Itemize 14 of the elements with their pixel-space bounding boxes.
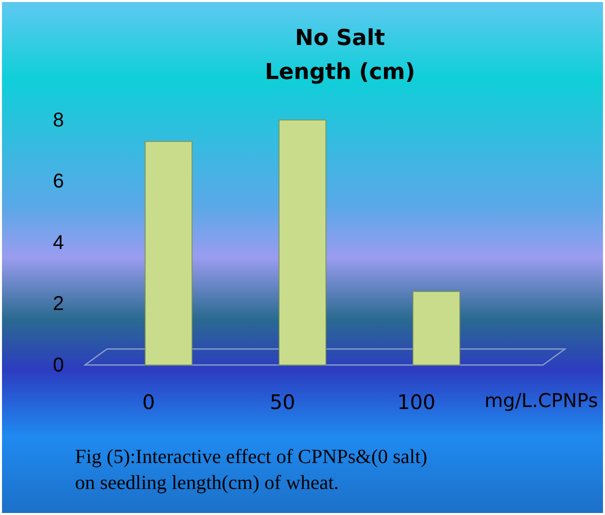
y-tick-label: 8 (52, 109, 64, 132)
x-tick-label: 0 (142, 390, 155, 414)
y-tick-label: 4 (52, 232, 64, 254)
bar (412, 291, 460, 366)
bar (144, 141, 192, 366)
x-axis-title: mg/L.CPNPs (484, 390, 598, 412)
x-tick-label: 100 (397, 390, 436, 414)
bar (278, 120, 326, 366)
chart-title: No Salt Length (cm) (264, 26, 416, 85)
y-tick-label: 0 (52, 354, 64, 376)
y-tick-label: 2 (52, 293, 64, 316)
x-tick-label: 50 (270, 390, 296, 414)
y-tick-label: 6 (52, 170, 64, 193)
text: Fig (5):Interactive effect of CPNPs&(0 salt) on seedling length(cm) of wheat. (75, 446, 428, 494)
